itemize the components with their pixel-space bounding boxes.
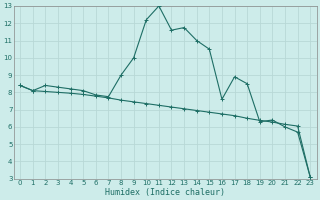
X-axis label: Humidex (Indice chaleur): Humidex (Indice chaleur) — [105, 188, 225, 197]
